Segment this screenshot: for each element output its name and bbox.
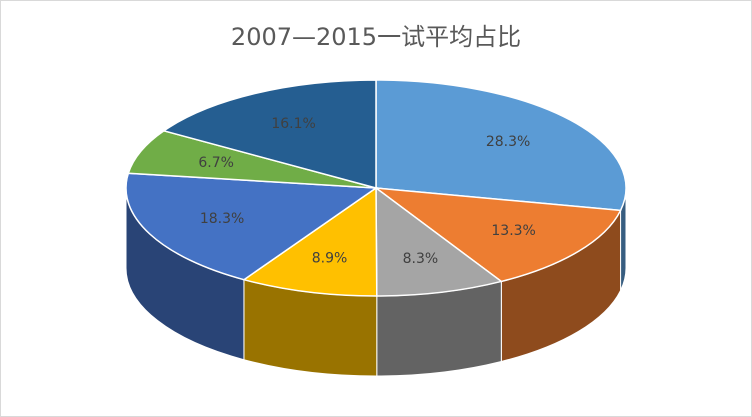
- slice: [375, 79, 627, 212]
- data-label: 6.7%: [198, 155, 234, 171]
- data-label: 16.1%: [271, 116, 315, 132]
- chart-title: 2007—2015一试平均占比: [231, 23, 521, 51]
- slice: [242, 186, 378, 297]
- slice: [162, 79, 377, 189]
- data-label: 13.3%: [491, 223, 535, 239]
- data-label: 8.9%: [312, 251, 348, 267]
- data-label: 8.3%: [403, 251, 439, 267]
- slice: [375, 186, 504, 297]
- slice: [373, 187, 622, 283]
- data-label: 28.3%: [486, 134, 530, 150]
- slice: [125, 172, 379, 281]
- data-label: 18.3%: [200, 211, 244, 227]
